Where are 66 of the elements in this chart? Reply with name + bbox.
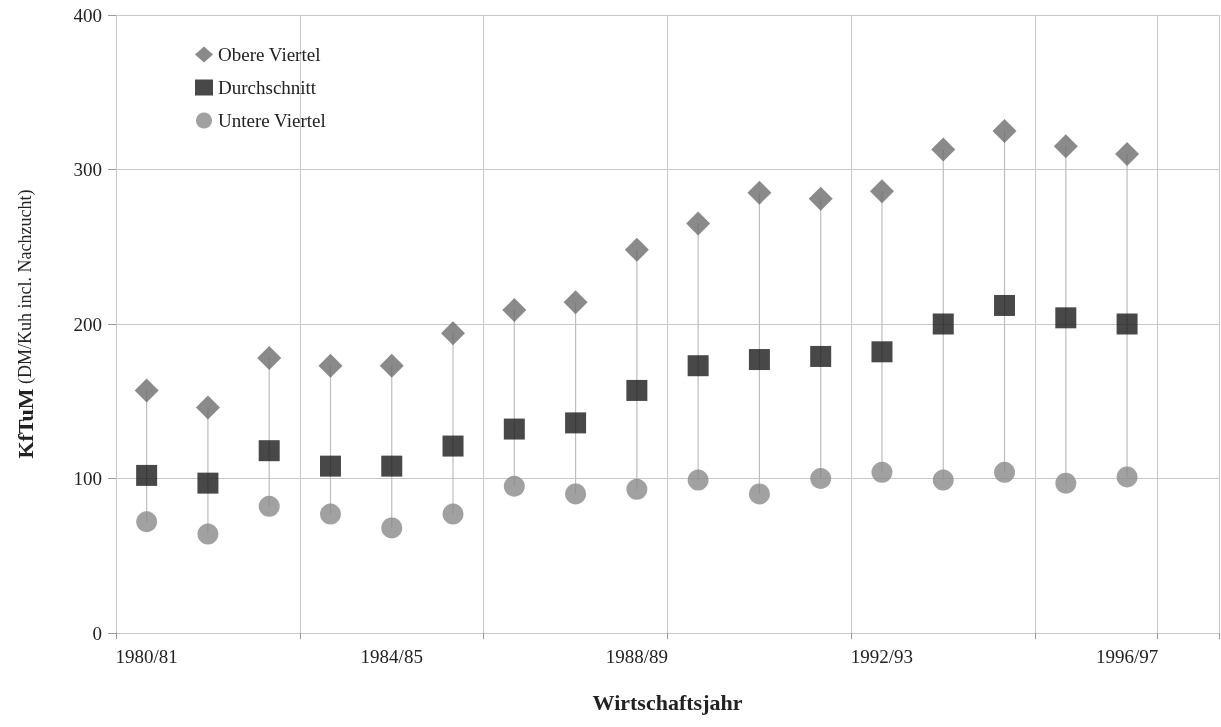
point [319, 503, 341, 525]
x-tick-label: 1980/81 [115, 646, 178, 667]
point [992, 118, 1017, 143]
point [994, 294, 1016, 316]
point [1116, 466, 1138, 488]
point [565, 412, 587, 434]
legend-label: Obere Viertel [218, 44, 321, 65]
point [381, 455, 403, 477]
point [1055, 307, 1077, 329]
x-tick-label: 1988/89 [605, 646, 668, 667]
point [197, 472, 219, 494]
point [932, 469, 954, 491]
point [257, 345, 282, 370]
point [931, 137, 956, 162]
y-tick-label: 300 [73, 159, 102, 180]
point [318, 353, 343, 378]
x-tick-label: 1992/93 [850, 646, 914, 667]
y-axis-title: KfTuM (DM/Kuh incl. Nachzucht) [12, 189, 38, 459]
y-tick-label: 200 [73, 313, 102, 335]
point [136, 511, 158, 533]
point [869, 179, 894, 204]
point [1053, 134, 1078, 159]
y-tick-label: 400 [73, 4, 102, 26]
point [626, 379, 648, 401]
point [565, 483, 587, 505]
legend-label: Untere Viertel [218, 110, 326, 131]
legend-label: Durchschnitt [218, 77, 317, 98]
point [503, 475, 525, 497]
point [442, 435, 464, 457]
point [258, 440, 280, 462]
point [1116, 313, 1138, 335]
point [381, 517, 403, 539]
point [810, 468, 832, 489]
point [563, 290, 588, 315]
point [319, 455, 341, 477]
y-tick-label: 100 [73, 468, 102, 489]
point [503, 418, 525, 440]
x-tick-label: 1996/97 [1095, 646, 1159, 667]
point [258, 495, 280, 517]
point [626, 478, 648, 500]
point [379, 353, 404, 378]
point [686, 211, 711, 236]
point [136, 464, 158, 486]
point [195, 395, 220, 420]
point [1055, 472, 1077, 494]
point [808, 186, 833, 211]
x-axis-title: Wirtschaftsjahr [592, 689, 743, 715]
point [748, 483, 770, 505]
point [748, 349, 770, 371]
point [810, 345, 832, 367]
point [687, 355, 709, 377]
point [994, 461, 1016, 483]
point [932, 313, 954, 335]
point [871, 461, 893, 483]
point [687, 469, 709, 491]
point [134, 378, 159, 403]
point [747, 180, 772, 205]
point [442, 503, 464, 525]
x-tick-label: 1984/85 [360, 646, 423, 667]
y-tick-label: 0 [92, 622, 102, 644]
point [624, 237, 649, 262]
point [1115, 142, 1140, 167]
point [502, 298, 527, 323]
point [871, 341, 893, 363]
point [441, 321, 466, 346]
point [197, 523, 219, 545]
